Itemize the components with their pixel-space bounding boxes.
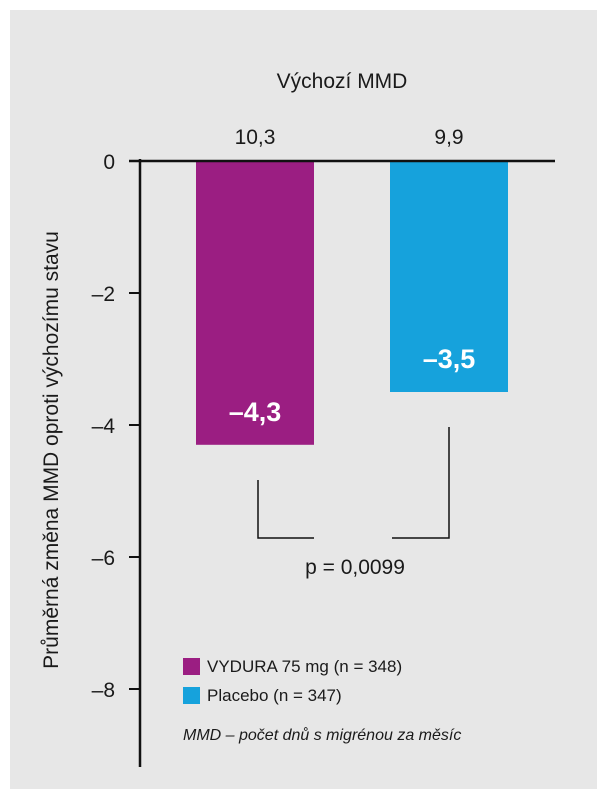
y-tick-label: –2 — [92, 283, 115, 306]
baseline-value-placebo: 9,9 — [434, 126, 463, 149]
legend-label-placebo: Placebo (n = 347) — [207, 686, 342, 705]
y-tick-label: –8 — [92, 679, 115, 702]
legend: VYDURA 75 mg (n = 348) Placebo (n = 347)… — [183, 657, 461, 744]
chart-panel: Průměrná změna MMD oproti výchozímu stav… — [10, 10, 597, 789]
bracket-right — [392, 427, 450, 539]
y-axis-label: Průměrná změna MMD oproti výchozímu stav… — [40, 231, 63, 669]
y-tick-label: –6 — [92, 547, 115, 570]
baseline-title: Výchozí MMD — [277, 70, 408, 93]
bar-chart: Průměrná změna MMD oproti výchozímu stav… — [40, 70, 555, 767]
bar-value-label-placebo: –3,5 — [423, 344, 476, 374]
baseline-value-vydura: 10,3 — [235, 126, 276, 149]
bar-vydura — [196, 161, 314, 445]
bar-value-label-vydura: –4,3 — [229, 397, 282, 427]
bracket-left — [257, 480, 314, 539]
legend-label-vydura: VYDURA 75 mg (n = 348) — [207, 657, 402, 676]
legend-swatch-vydura — [183, 658, 200, 675]
legend-swatch-placebo — [183, 687, 200, 704]
y-tick-label: –4 — [92, 415, 116, 438]
bars-layer: –4,3 10,3 –3,5 9,9 — [196, 126, 508, 445]
y-tick-label: 0 — [103, 151, 115, 174]
p-value-label: p = 0,0099 — [305, 556, 405, 579]
bar-placebo — [390, 161, 508, 392]
footnote-mmd-definition: MMD – počet dnů s migrénou za měsíc — [183, 726, 461, 744]
significance-bracket — [257, 427, 450, 539]
y-axis-ticks: 0 –2 –4 –6 –8 — [92, 151, 141, 702]
